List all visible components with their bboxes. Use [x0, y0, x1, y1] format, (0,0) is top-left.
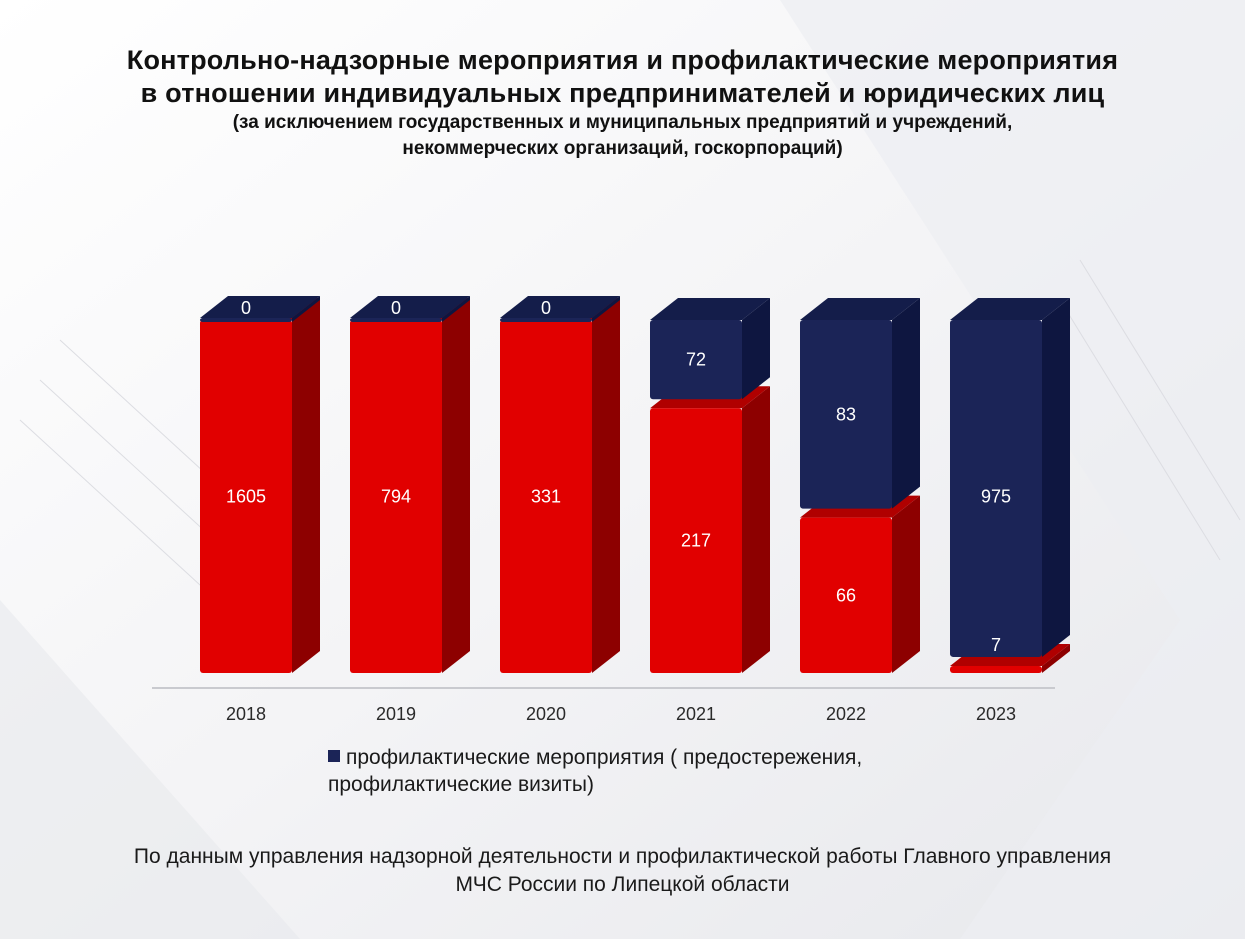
- tick-label-2020: 2020: [526, 704, 566, 724]
- bar-prevention-2018: [200, 296, 320, 322]
- label-prevention-2023: 975: [981, 487, 1011, 507]
- bar-control-2018: [200, 298, 320, 673]
- subtitle-line-2: некоммерческих организаций, госкорпораци…: [402, 138, 843, 159]
- bar-control-2019: [350, 298, 470, 673]
- bar-prevention-2023: [950, 298, 1070, 657]
- source-line-1: По данным управления надзорной деятельно…: [133, 845, 1112, 868]
- label-prevention-2018: 0: [241, 298, 251, 318]
- legend-label-line-1: профилактические мероприятия ( предостер…: [346, 746, 863, 769]
- bar-control-2020: [500, 298, 620, 673]
- legend-label-line-2: профилактические визиты): [328, 773, 594, 796]
- bar-prevention-2021: [650, 298, 770, 400]
- tick-label-2019: 2019: [376, 704, 416, 724]
- subtitle-line-1: (за исключением государственных и муници…: [232, 112, 1013, 133]
- tick-label-2023: 2023: [976, 704, 1016, 724]
- bar-prevention-2022: [800, 298, 920, 509]
- label-prevention-2020: 0: [541, 298, 551, 318]
- title-line-1: Контрольно-надзорные мероприятия и профи…: [126, 45, 1119, 75]
- label-control-2020: 331: [531, 487, 561, 507]
- tick-label-2021: 2021: [676, 704, 716, 724]
- legend-item-prevention: профилактические мероприятия ( предостер…: [328, 744, 1028, 771]
- label-control-2019: 794: [381, 487, 411, 507]
- tick-label-2018: 2018: [226, 704, 266, 724]
- chart-title: Контрольно-надзорные мероприятия и профи…: [0, 44, 1245, 162]
- bar-prevention-2019: [350, 296, 470, 322]
- label-prevention-2022: 83: [836, 404, 856, 424]
- label-prevention-2019: 0: [391, 298, 401, 318]
- bar-control-2022: [800, 495, 920, 673]
- label-prevention-2021: 72: [686, 350, 706, 370]
- label-control-2023: 7: [991, 635, 1001, 655]
- label-control-2021: 217: [681, 531, 711, 551]
- tick-label-2022: 2022: [826, 704, 866, 724]
- source-note: По данным управления надзорной деятельно…: [0, 843, 1245, 899]
- chart-legend: профилактические мероприятия ( предостер…: [328, 744, 1028, 798]
- bar-prevention-2020: [500, 296, 620, 322]
- legend-swatch-prevention: [328, 750, 340, 762]
- source-line-2: МЧС России по Липецкой области: [455, 873, 790, 896]
- label-control-2018: 1605: [226, 487, 266, 507]
- title-line-2: в отношении индивидуальных предпринимате…: [140, 78, 1105, 108]
- label-control-2022: 66: [836, 585, 856, 605]
- bar-control-2021: [650, 386, 770, 673]
